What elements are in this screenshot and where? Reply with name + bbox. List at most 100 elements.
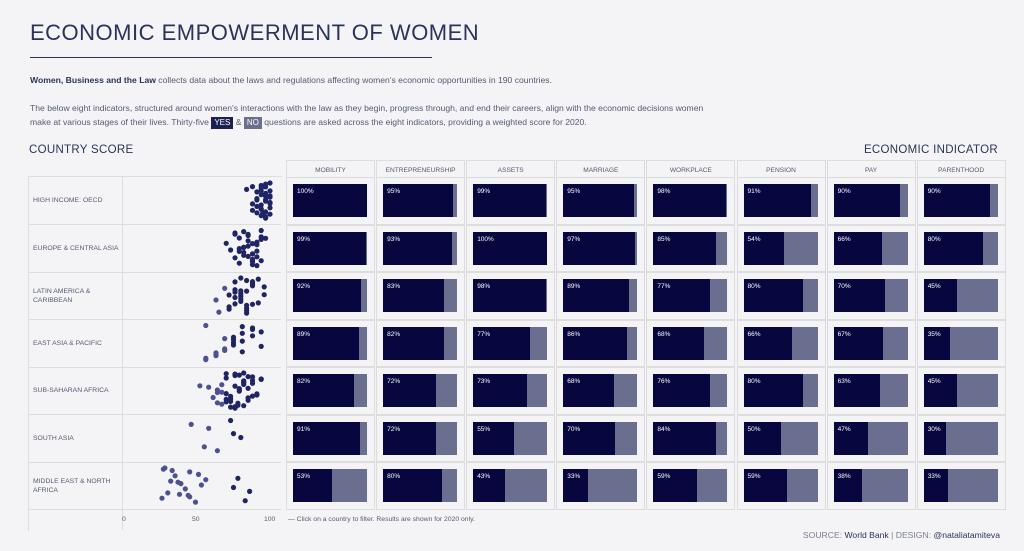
- indicator-cell[interactable]: 99%: [466, 177, 556, 225]
- country-dot[interactable]: [168, 478, 174, 484]
- indicator-cell[interactable]: 53%: [286, 462, 375, 510]
- region-row[interactable]: SUB-SAHARAN AFRICA: [29, 367, 281, 415]
- country-dot[interactable]: [267, 205, 273, 211]
- country-dot[interactable]: [219, 401, 225, 407]
- country-dot[interactable]: [195, 471, 202, 477]
- country-dot[interactable]: [216, 309, 222, 315]
- indicator-cell[interactable]: 90%: [916, 177, 1006, 225]
- country-dot[interactable]: [263, 235, 269, 241]
- indicator-cell[interactable]: 98%: [646, 177, 736, 225]
- country-dot[interactable]: [236, 235, 242, 241]
- country-dot[interactable]: [255, 276, 261, 282]
- country-dot[interactable]: [261, 284, 267, 290]
- indicator-cell[interactable]: 83%: [376, 272, 466, 320]
- country-dot[interactable]: [254, 254, 260, 260]
- indicator-cell[interactable]: 82%: [376, 319, 466, 367]
- country-dot[interactable]: [223, 240, 229, 246]
- country-dot[interactable]: [244, 186, 250, 192]
- indicator-cell[interactable]: 45%: [916, 272, 1006, 320]
- country-dot[interactable]: [249, 393, 256, 399]
- country-dot[interactable]: [223, 375, 229, 381]
- country-dot[interactable]: [238, 298, 244, 304]
- indicator-cell[interactable]: 59%: [736, 462, 826, 510]
- country-dot[interactable]: [249, 207, 256, 213]
- region-row[interactable]: EAST ASIA & PACIFIC: [29, 320, 281, 368]
- country-dot[interactable]: [222, 346, 228, 352]
- country-dot[interactable]: [188, 421, 194, 427]
- country-dot[interactable]: [203, 477, 209, 483]
- country-dot[interactable]: [261, 292, 267, 298]
- country-dot[interactable]: [238, 434, 244, 441]
- country-dot[interactable]: [249, 251, 256, 257]
- indicator-cell[interactable]: 63%: [826, 367, 916, 415]
- country-dot[interactable]: [230, 484, 237, 491]
- country-dot[interactable]: [219, 389, 225, 395]
- country-dot[interactable]: [203, 355, 209, 361]
- country-dot[interactable]: [249, 374, 256, 380]
- country-dot[interactable]: [242, 498, 248, 504]
- country-dot[interactable]: [249, 201, 256, 207]
- country-dot[interactable]: [254, 196, 260, 202]
- country-dot[interactable]: [201, 444, 207, 450]
- country-dot[interactable]: [239, 330, 245, 336]
- country-dot[interactable]: [245, 385, 251, 391]
- country-dot[interactable]: [159, 495, 165, 501]
- indicator-cell[interactable]: 91%: [736, 177, 826, 225]
- country-dot[interactable]: [263, 181, 269, 187]
- country-dot[interactable]: [254, 203, 260, 209]
- indicator-cell[interactable]: 97%: [556, 224, 646, 272]
- country-dot[interactable]: [258, 187, 264, 194]
- country-dot[interactable]: [185, 492, 191, 498]
- country-dot[interactable]: [247, 488, 253, 494]
- country-dot[interactable]: [160, 466, 166, 472]
- country-dot[interactable]: [244, 288, 250, 294]
- indicator-cell[interactable]: 73%: [466, 367, 556, 415]
- indicator-cell[interactable]: 55%: [466, 414, 556, 462]
- country-dot[interactable]: [197, 383, 203, 389]
- country-dot[interactable]: [230, 342, 237, 348]
- country-dot[interactable]: [263, 209, 269, 215]
- country-dot[interactable]: [245, 243, 251, 249]
- country-dot[interactable]: [258, 213, 264, 219]
- country-dot[interactable]: [223, 399, 229, 405]
- region-row[interactable]: MIDDLE EAST & NORTH AFRICA: [29, 462, 281, 510]
- indicator-cell[interactable]: 70%: [556, 414, 646, 462]
- indicator-cell[interactable]: 77%: [646, 272, 736, 320]
- country-dot[interactable]: [232, 301, 238, 307]
- indicator-cell[interactable]: 77%: [466, 319, 556, 367]
- indicator-cell[interactable]: 38%: [826, 462, 916, 510]
- indicator-cell[interactable]: 35%: [916, 319, 1006, 367]
- country-dot[interactable]: [241, 249, 247, 256]
- country-dot[interactable]: [222, 285, 228, 291]
- country-dot[interactable]: [230, 431, 237, 437]
- country-dot[interactable]: [172, 473, 178, 479]
- country-dot[interactable]: [245, 374, 251, 380]
- country-dot[interactable]: [236, 387, 242, 393]
- country-dot[interactable]: [258, 236, 264, 242]
- indicator-cell[interactable]: 30%: [916, 414, 1006, 462]
- country-dot[interactable]: [258, 202, 264, 208]
- country-dot[interactable]: [228, 404, 234, 410]
- country-dot[interactable]: [232, 294, 238, 301]
- indicator-cell[interactable]: 72%: [376, 367, 466, 415]
- country-dot[interactable]: [228, 398, 234, 404]
- indicator-cell[interactable]: 89%: [556, 272, 646, 320]
- indicator-cell[interactable]: 80%: [736, 367, 826, 415]
- country-dot[interactable]: [214, 448, 220, 454]
- indicator-cell[interactable]: 93%: [376, 224, 466, 272]
- indicator-cell[interactable]: 70%: [826, 272, 916, 320]
- country-dot[interactable]: [267, 211, 273, 217]
- indicator-cell[interactable]: 80%: [916, 224, 1006, 272]
- country-dot[interactable]: [236, 372, 242, 378]
- country-dot[interactable]: [241, 380, 247, 386]
- country-dot[interactable]: [228, 247, 234, 253]
- designer-link[interactable]: @nataliatamiteva: [933, 530, 1000, 540]
- country-dot[interactable]: [228, 417, 234, 424]
- country-dot[interactable]: [175, 479, 181, 485]
- country-dot[interactable]: [165, 490, 171, 496]
- indicator-cell[interactable]: 99%: [286, 224, 375, 272]
- country-dot[interactable]: [238, 293, 244, 299]
- indicator-cell[interactable]: 43%: [466, 462, 556, 510]
- indicator-cell[interactable]: 82%: [286, 367, 375, 415]
- country-dot[interactable]: [267, 180, 273, 186]
